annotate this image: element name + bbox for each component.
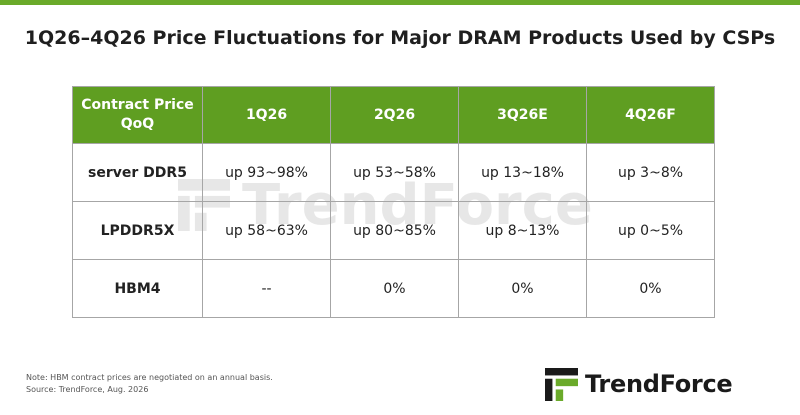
footnote-source: Source: TrendForce, Aug. 2026: [26, 385, 149, 394]
logo-text: TrendForce: [585, 370, 733, 398]
header-cell-4q26f: 4Q26F: [586, 86, 715, 144]
table-cell: 0%: [586, 259, 715, 318]
table-row: HBM4 -- 0% 0% 0%: [72, 259, 715, 318]
table-cell: up 8~13%: [458, 201, 587, 260]
page-title: 1Q26–4Q26 Price Fluctuations for Major D…: [24, 27, 776, 49]
row-label: LPDDR5X: [72, 201, 203, 260]
table-cell: up 3~8%: [586, 143, 715, 202]
row-label: server DDR5: [72, 143, 203, 202]
footnote-note: Note: HBM contract prices are negotiated…: [26, 373, 273, 382]
table-cell: --: [202, 259, 331, 318]
table-cell: up 93~98%: [202, 143, 331, 202]
price-table-container: Contract Price QoQ 1Q26 2Q26 3Q26E 4Q26F…: [72, 86, 715, 318]
header-cell-contract-price: Contract Price QoQ: [72, 86, 203, 144]
row-label: HBM4: [72, 259, 203, 318]
top-accent-bar: [0, 0, 800, 5]
header-cell-1q26: 1Q26: [202, 86, 331, 144]
table-cell: up 80~85%: [330, 201, 459, 260]
table-cell: up 0~5%: [586, 201, 715, 260]
table-cell: 0%: [330, 259, 459, 318]
header-first-line1: Contract Price: [81, 97, 194, 113]
table-cell: up 13~18%: [458, 143, 587, 202]
footnote: Note: HBM contract prices are negotiated…: [26, 372, 273, 396]
header-cell-3q26e: 3Q26E: [458, 86, 587, 144]
trendforce-logo: TrendForce: [545, 366, 733, 402]
table-cell: up 53~58%: [330, 143, 459, 202]
table-row: LPDDR5X up 58~63% up 80~85% up 8~13% up …: [72, 201, 715, 260]
table-cell: up 58~63%: [202, 201, 331, 260]
trendforce-logo-icon: [545, 367, 578, 401]
table-header-row: Contract Price QoQ 1Q26 2Q26 3Q26E 4Q26F: [72, 86, 715, 144]
table-cell: 0%: [458, 259, 587, 318]
header-first-line2: QoQ: [120, 116, 155, 132]
price-table: Contract Price QoQ 1Q26 2Q26 3Q26E 4Q26F…: [72, 86, 715, 318]
table-row: server DDR5 up 93~98% up 53~58% up 13~18…: [72, 143, 715, 202]
header-cell-2q26: 2Q26: [330, 86, 459, 144]
